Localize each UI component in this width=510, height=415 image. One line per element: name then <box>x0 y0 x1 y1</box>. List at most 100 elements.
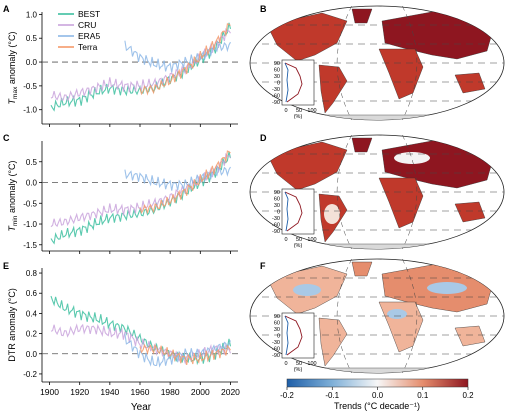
colorbar <box>286 378 469 388</box>
inset-y-tick-label: 0 <box>277 334 280 340</box>
y-tick-label: 0.0 <box>26 179 38 188</box>
y-axis-title: DTR anomaly (°C) <box>7 288 17 362</box>
meridian-line <box>336 5 353 121</box>
map-africa <box>378 177 424 229</box>
map-cool-patch <box>293 284 321 296</box>
inset-y-tick-label: -60 <box>272 94 280 100</box>
inset-y-tick-label: -30 <box>272 340 280 346</box>
panel-letter-e: E <box>3 261 9 271</box>
inset-x-unit: (%) <box>294 114 303 120</box>
inset-y-tick-label: -90 <box>272 229 280 235</box>
panel-letter-a: A <box>3 4 10 14</box>
inset-x-unit: (%) <box>294 243 303 249</box>
inset-x-tick-label: 50 <box>296 108 302 114</box>
panel-letter-b: B <box>260 4 267 14</box>
meridian-line <box>336 258 353 374</box>
meridian-line <box>401 134 418 250</box>
inset-y-tick-label: 90 <box>274 190 280 196</box>
map-greenland <box>351 261 373 277</box>
map-australia <box>454 72 486 94</box>
x-tick-label: 1940 <box>100 387 119 397</box>
series-line-cru <box>50 323 232 365</box>
y-tick-label: -0.5 <box>23 82 37 91</box>
colorbar-tick-label: 0.1 <box>417 391 429 400</box>
inset-x-unit: (%) <box>294 367 303 373</box>
colorbar-ticks: -0.2 -0.1 0.0 0.1 0.2 <box>280 387 474 400</box>
y-tick-label: -1.5 <box>23 241 37 250</box>
inset-y-tick-label: -90 <box>272 353 280 359</box>
inset-y-tick-label: 0 <box>277 210 280 216</box>
panel-e-timeseries: 0.8 0.6 0.4 0.2 0.0 -0.2 DTR anomaly (°C) <box>7 268 238 385</box>
map-australia <box>454 201 486 223</box>
y-axis-title: Tmax anomaly (°C) <box>7 32 19 105</box>
inset-y-tick-label: 30 <box>274 327 280 333</box>
inset-y-tick-label: -60 <box>272 347 280 353</box>
series-line-terra <box>139 343 231 366</box>
y-tick-label: 1.0 <box>26 10 38 19</box>
y-tick-label: 0.4 <box>26 309 38 318</box>
x-tick-label: 2000 <box>191 387 210 397</box>
colorbar-tick-label: -0.2 <box>280 391 294 400</box>
legend-label-cru: CRU <box>78 20 96 30</box>
map-neutral-patch <box>324 204 340 224</box>
inset-x-tick-label: 50 <box>296 361 302 367</box>
x-tick-label: 1900 <box>40 387 59 397</box>
inset-y-tick-label: 0 <box>277 81 280 87</box>
colorbar-label: Trends (°C decade⁻¹) <box>334 401 420 411</box>
inset-x-tick-label: 50 <box>296 237 302 243</box>
inset-y-tick-label: 60 <box>274 321 280 327</box>
inset-y-tick-label: 60 <box>274 197 280 203</box>
inset-x-tick-label: 100 <box>307 361 316 367</box>
map-cool-patch <box>427 282 467 294</box>
map-australia <box>454 325 486 347</box>
x-axis-title: Year <box>131 402 152 413</box>
series-line-best <box>50 295 232 366</box>
map-africa <box>378 48 424 100</box>
inset-profile-cooling <box>284 191 289 232</box>
y-tick-label: 0.0 <box>26 58 38 67</box>
y-tick-label: 0.0 <box>26 350 38 359</box>
inset-x-tick-label: 0 <box>284 108 287 114</box>
series-line-era5 <box>124 333 231 368</box>
inset-y-tick-label: -30 <box>272 87 280 93</box>
panel-letter-c: C <box>3 133 10 143</box>
x-tick-label: 1920 <box>70 387 89 397</box>
inset-profile-warming <box>284 191 303 232</box>
legend-label-terra: Terra <box>78 42 98 52</box>
map-greenland <box>351 137 373 153</box>
map-greenland <box>351 8 373 24</box>
colorbar-tick-label: 0.0 <box>372 391 384 400</box>
series-line-era5 <box>124 40 231 73</box>
inset-y-tick-label: 90 <box>274 314 280 320</box>
inset-x-tick-label: 0 <box>284 237 287 243</box>
series-line-terra <box>139 23 231 96</box>
inset-profile-cooling <box>284 62 289 103</box>
map-neutral-patch <box>394 152 430 164</box>
x-tick-label: 1960 <box>131 387 150 397</box>
inset-y-tick-label: 30 <box>274 74 280 80</box>
legend-label-best: BEST <box>78 9 100 19</box>
inset-y-tick-label: -60 <box>272 223 280 229</box>
panel-letter-f: F <box>260 261 266 271</box>
inset-y-tick-label: 60 <box>274 68 280 74</box>
y-tick-label: 0.5 <box>26 34 38 43</box>
x-tick-label: 2020 <box>221 387 240 397</box>
inset-y-tick-label: 30 <box>274 203 280 209</box>
legend-label-era5: ERA5 <box>78 31 100 41</box>
inset-y-tick-label: -30 <box>272 216 280 222</box>
colorbar-tick-label: 0.2 <box>462 391 474 400</box>
y-tick-label: -1.0 <box>23 220 37 229</box>
y-axis-title: Tmin anomaly (°C) <box>7 160 19 231</box>
map-cool-patch <box>387 309 407 319</box>
panel-c-timeseries: 0.5 0.0 -0.5 -1.0 -1.5 Tmin anomaly (°C) <box>7 141 238 254</box>
y-tick-label: 0.5 <box>26 158 38 167</box>
meridian-line <box>401 5 418 121</box>
y-tick-label: 0.6 <box>26 289 38 298</box>
y-tick-label: -0.2 <box>23 370 37 379</box>
inset-profile-warming <box>284 315 303 356</box>
